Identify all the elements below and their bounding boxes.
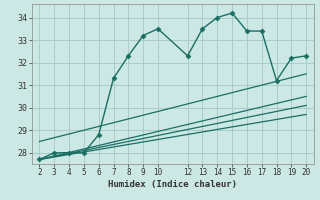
- X-axis label: Humidex (Indice chaleur): Humidex (Indice chaleur): [108, 180, 237, 189]
